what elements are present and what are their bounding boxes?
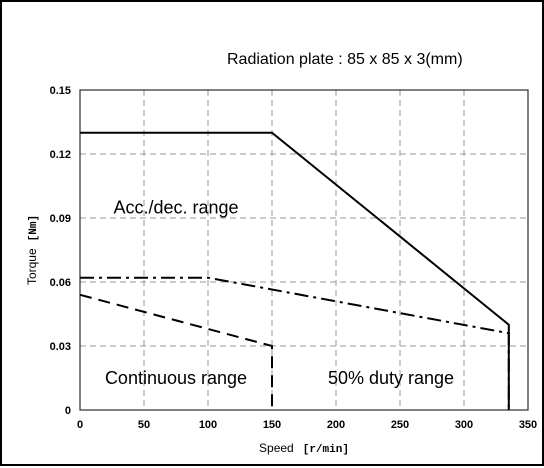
series-line-dashdot <box>80 276 510 410</box>
y-tick-label: 0 <box>65 405 71 417</box>
x-tick-label: 300 <box>455 419 473 431</box>
region-label: Acc./dec. range <box>113 197 238 217</box>
x-axis-unit: [r/min] <box>303 444 349 456</box>
x-axis-label: Speed <box>259 441 294 455</box>
series-group <box>79 131 510 410</box>
tick-labels: 0 50 100 150 200 250 300 350 0 0.03 0.06 0.09 0.12 0.… <box>50 85 538 431</box>
x-axis-title: Speed [r/min] <box>259 439 349 456</box>
radiation-plate-annotation: Radiation plate : 85 x 85 x 3(mm) <box>227 51 463 68</box>
y-tick-label: 0.12 <box>50 149 71 161</box>
x-tick-label: 200 <box>327 419 345 431</box>
x-tick-label: 0 <box>77 419 83 431</box>
y-tick-label: 0.06 <box>50 277 71 289</box>
y-axis-label: Torque <box>25 248 39 285</box>
region-labels: Acc./dec. range Continuous range 50% duty … <box>105 197 454 388</box>
y-axis-title: Torque [Nm] <box>23 215 40 285</box>
y-axis-unit: [Nm] <box>28 215 40 241</box>
region-label: Continuous range <box>105 368 247 388</box>
y-tick-label: 0.09 <box>50 213 71 225</box>
series-line-dashed <box>79 293 273 410</box>
x-tick-label: 250 <box>391 419 409 431</box>
x-tick-label: 100 <box>199 419 217 431</box>
y-tick-label: 0.03 <box>50 341 71 353</box>
plot-area <box>79 89 529 411</box>
x-tick-label: 50 <box>138 419 150 431</box>
x-tick-label: 350 <box>519 419 537 431</box>
region-label: 50% duty range <box>328 368 454 388</box>
grid <box>80 90 528 410</box>
y-tick-label: 0.15 <box>50 85 71 97</box>
x-tick-label: 150 <box>263 419 281 431</box>
